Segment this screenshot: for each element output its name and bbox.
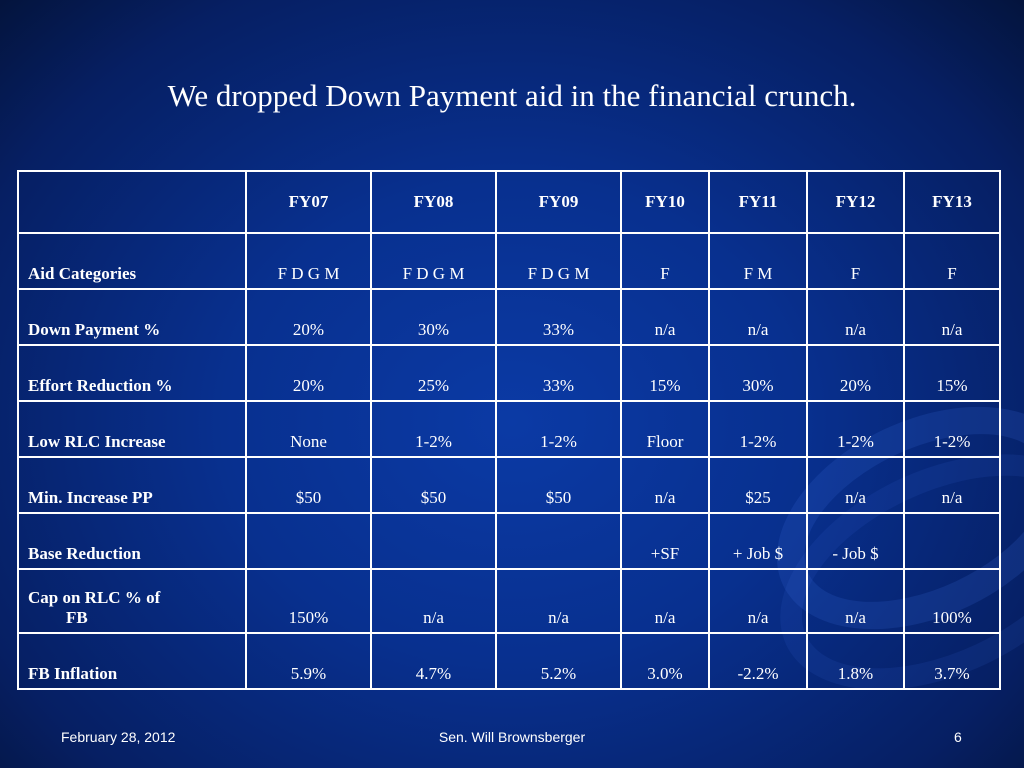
row-label: Cap on RLC % of FB <box>17 568 247 634</box>
table-row: FB Inflation 5.9% 4.7% 5.2% 3.0% -2.2% 1… <box>17 632 1001 690</box>
table-row: Cap on RLC % of FB 150% n/a n/a n/a n/a n… <box>17 568 1001 634</box>
row-label: Down Payment % <box>17 288 247 346</box>
table-cell: None <box>245 400 372 458</box>
column-header: FY07 <box>245 170 372 234</box>
row-label-line1: Cap on RLC % of <box>28 588 161 607</box>
row-label: FB Inflation <box>17 632 247 690</box>
table-cell <box>370 512 497 570</box>
table-cell: 3.7% <box>903 632 1001 690</box>
table-cell: F D G M <box>370 232 497 290</box>
table-cell: 150% <box>245 568 372 634</box>
table-cell: n/a <box>620 456 710 514</box>
table-cell: 1.8% <box>806 632 905 690</box>
column-header: FY10 <box>620 170 710 234</box>
table-cell: n/a <box>806 456 905 514</box>
table-cell: n/a <box>806 288 905 346</box>
table-cell: 15% <box>620 344 710 402</box>
table-cell: F <box>903 232 1001 290</box>
table-cell: 33% <box>495 288 622 346</box>
table-row: Min. Increase PP $50 $50 $50 n/a $25 n/a… <box>17 456 1001 514</box>
table-cell: F <box>806 232 905 290</box>
table-cell: 33% <box>495 344 622 402</box>
table-cell: 1-2% <box>903 400 1001 458</box>
table-cell: n/a <box>903 456 1001 514</box>
table-cell: 3.0% <box>620 632 710 690</box>
column-header: FY13 <box>903 170 1001 234</box>
table-cell: 4.7% <box>370 632 497 690</box>
table-cell: n/a <box>620 288 710 346</box>
table-cell: 15% <box>903 344 1001 402</box>
row-label: Base Reduction <box>17 512 247 570</box>
table-cell: 1-2% <box>370 400 497 458</box>
table-cell: + Job $ <box>708 512 808 570</box>
table-cell: 1-2% <box>806 400 905 458</box>
row-label: Effort Reduction % <box>17 344 247 402</box>
slide-title: We dropped Down Payment aid in the finan… <box>167 78 857 113</box>
row-label: Aid Categories <box>17 232 247 290</box>
table-cell: 1-2% <box>708 400 808 458</box>
table-row: Low RLC Increase None 1-2% 1-2% Floor 1-… <box>17 400 1001 458</box>
table-cell: F M <box>708 232 808 290</box>
column-header: FY11 <box>708 170 808 234</box>
row-label-line2: FB <box>66 608 88 627</box>
table-cell: 5.9% <box>245 632 372 690</box>
table-cell: Floor <box>620 400 710 458</box>
table-cell: $50 <box>370 456 497 514</box>
table-cell: n/a <box>903 288 1001 346</box>
table-cell: +SF <box>620 512 710 570</box>
table-cell: - Job $ <box>806 512 905 570</box>
table-cell <box>245 512 372 570</box>
table-row: Effort Reduction % 20% 25% 33% 15% 30% 2… <box>17 344 1001 402</box>
aid-table: FY07 FY08 FY09 FY10 FY11 FY12 FY13 Aid C… <box>17 170 1001 690</box>
table-cell: 25% <box>370 344 497 402</box>
column-header <box>17 170 247 234</box>
table-cell: 20% <box>245 344 372 402</box>
footer-author: Sen. Will Brownsberger <box>438 729 586 745</box>
table-cell: n/a <box>495 568 622 634</box>
table-cell: 20% <box>245 288 372 346</box>
table-cell: 1-2% <box>495 400 622 458</box>
table-cell: $25 <box>708 456 808 514</box>
table-cell: n/a <box>620 568 710 634</box>
row-label: Low RLC Increase <box>17 400 247 458</box>
column-header: FY12 <box>806 170 905 234</box>
table-row: Base Reduction +SF + Job $ - Job $ <box>17 512 1001 570</box>
footer-page-number: 6 <box>954 729 962 745</box>
table-cell: 100% <box>903 568 1001 634</box>
table-cell: n/a <box>806 568 905 634</box>
table-cell <box>495 512 622 570</box>
table-cell: n/a <box>370 568 497 634</box>
table-cell: F D G M <box>245 232 372 290</box>
footer-date: February 28, 2012 <box>61 729 176 745</box>
table-cell: F D G M <box>495 232 622 290</box>
table-cell: n/a <box>708 288 808 346</box>
table-cell: $50 <box>495 456 622 514</box>
table-cell: n/a <box>708 568 808 634</box>
table-cell: -2.2% <box>708 632 808 690</box>
column-header: FY09 <box>495 170 622 234</box>
row-label: Min. Increase PP <box>17 456 247 514</box>
table-cell: $50 <box>245 456 372 514</box>
table-cell: 5.2% <box>495 632 622 690</box>
table-cell: F <box>620 232 710 290</box>
table-row: Aid Categories F D G M F D G M F D G M F… <box>17 232 1001 290</box>
table-cell: 30% <box>708 344 808 402</box>
column-header: FY08 <box>370 170 497 234</box>
table-row: Down Payment % 20% 30% 33% n/a n/a n/a n… <box>17 288 1001 346</box>
table-header-row: FY07 FY08 FY09 FY10 FY11 FY12 FY13 <box>17 170 1001 234</box>
table-cell: 30% <box>370 288 497 346</box>
table-cell <box>903 512 1001 570</box>
table-cell: 20% <box>806 344 905 402</box>
